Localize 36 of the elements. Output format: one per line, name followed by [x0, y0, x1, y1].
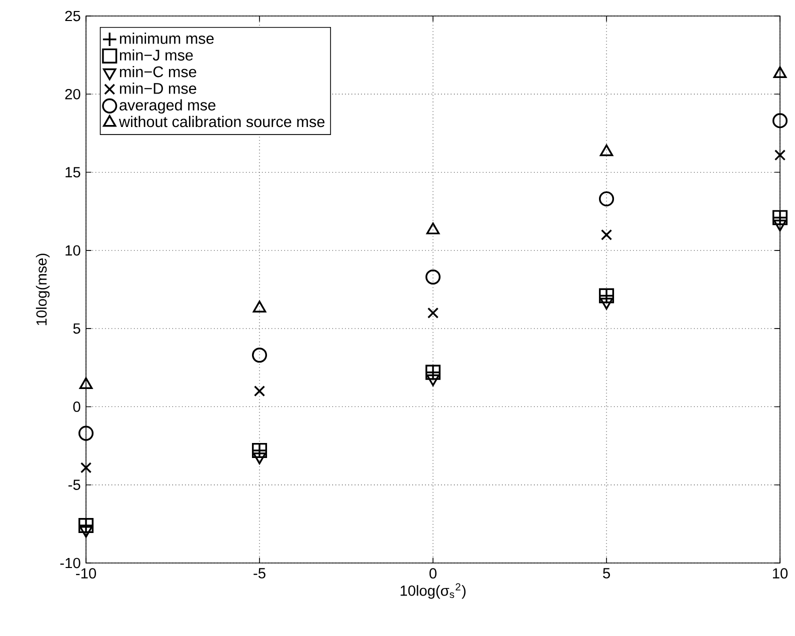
point	[772, 113, 788, 128]
x-tick-label: 5	[603, 568, 610, 578]
point	[598, 191, 614, 206]
legend-label: min−C mse	[120, 66, 196, 78]
point	[426, 374, 440, 386]
point	[600, 144, 614, 156]
x-axis-title: 10log(σ$_{s}$$^{2}$)	[400, 583, 466, 599]
point	[80, 462, 92, 474]
y-axis-title: 10log(mse)	[36, 254, 50, 326]
point	[427, 307, 439, 319]
y-tick-label: 15	[66, 167, 80, 178]
point	[774, 150, 786, 161]
point	[600, 229, 612, 240]
legend-label: min−J mse	[120, 49, 193, 61]
y-tick-label: 0	[73, 402, 80, 412]
point	[252, 348, 268, 363]
legend-label: averaged mse	[120, 99, 216, 114]
y-tick-label: 10	[66, 245, 80, 256]
y-tick-label: 20	[65, 88, 80, 100]
point	[773, 66, 787, 78]
legend-label: without calibration source mse	[118, 116, 324, 128]
x-tick-label: 0	[429, 568, 436, 579]
point	[426, 222, 440, 234]
legend-label: minimum mse	[120, 32, 214, 44]
point	[254, 386, 266, 397]
legend-label: min−D mse	[120, 82, 196, 94]
point	[78, 426, 94, 441]
y-tick-label: -10	[60, 558, 80, 568]
y-tick-label: -5	[68, 480, 80, 490]
point	[425, 269, 441, 285]
point	[79, 526, 93, 538]
y-tick-label: 5	[73, 323, 80, 334]
y-tick-label: 25	[65, 10, 80, 22]
x-tick-label: 10	[772, 568, 788, 579]
point	[252, 452, 266, 464]
x-tick-label: -5	[254, 568, 266, 578]
